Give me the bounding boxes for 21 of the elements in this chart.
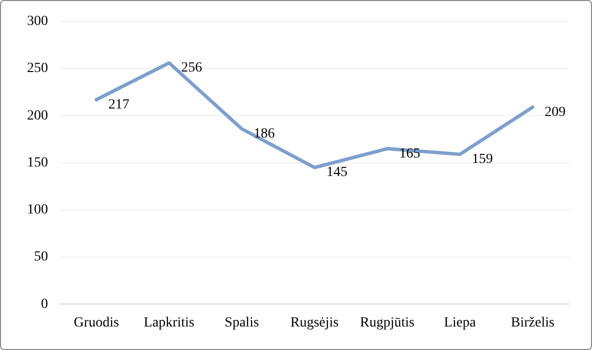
data-label: 186 xyxy=(254,126,275,142)
x-tick-label: Rugpjūtis xyxy=(360,315,414,330)
data-label: 159 xyxy=(472,152,493,167)
y-tick-label: 100 xyxy=(27,202,48,218)
x-tick-label: Liepa xyxy=(444,315,477,330)
y-tick-label: 0 xyxy=(41,296,48,312)
y-tick-label: 150 xyxy=(27,155,48,170)
x-tick-label: Spalis xyxy=(224,315,259,330)
data-label: 217 xyxy=(108,97,130,112)
data-label: 209 xyxy=(544,104,566,120)
x-tick-label: Lapkritis xyxy=(144,315,194,330)
x-tick-label: Rugsėjis xyxy=(290,315,339,330)
x-tick-label: Birželis xyxy=(510,315,554,330)
y-tick-label: 200 xyxy=(27,108,48,124)
data-label: 165 xyxy=(399,146,420,162)
y-tick-label: 300 xyxy=(27,14,48,30)
x-tick-label: Gruodis xyxy=(74,315,119,330)
y-tick-label: 250 xyxy=(27,61,48,76)
data-label: 145 xyxy=(326,165,348,180)
y-tick-label: 50 xyxy=(34,250,48,265)
data-label: 256 xyxy=(181,60,202,76)
